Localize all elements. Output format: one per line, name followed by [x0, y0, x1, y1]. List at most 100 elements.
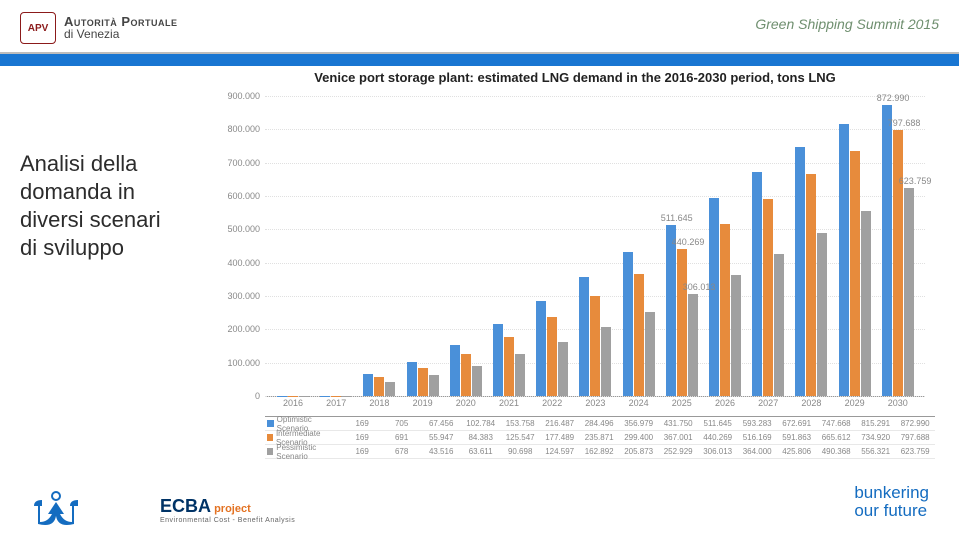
x-tick-label: 2020	[456, 398, 476, 408]
x-tick-label: 2028	[801, 398, 821, 408]
table-row: Optimistic Scenario16970567.456102.78415…	[265, 417, 935, 431]
x-tick-label: 2023	[585, 398, 605, 408]
y-tick-label: 500.000	[210, 224, 260, 234]
bar	[299, 396, 309, 397]
bunkering-l2: our future	[854, 502, 929, 520]
bar	[461, 354, 471, 396]
data-callout: 623.759	[899, 176, 932, 186]
bar	[817, 233, 827, 396]
bar	[429, 375, 439, 396]
bar	[645, 312, 655, 396]
bar	[342, 396, 352, 397]
table-cell: 252.929	[658, 447, 698, 456]
table-cell: 153.758	[500, 419, 540, 428]
table-cell: 216.487	[540, 419, 580, 428]
table-cell: 591.863	[777, 433, 817, 442]
bar	[515, 354, 525, 396]
header: APV Autorità Portuale di Venezia Green S…	[20, 8, 939, 52]
bar	[320, 396, 330, 397]
y-tick-label: 600.000	[210, 191, 260, 201]
apv-logo-text: Autorità Portuale di Venezia	[64, 15, 178, 41]
table-cell: 169	[342, 433, 382, 442]
footer: ECBA project Environmental Cost - Benefi…	[30, 476, 929, 526]
table-cell: 169	[342, 447, 382, 456]
bar	[795, 147, 805, 396]
chart-container: Venice port storage plant: estimated LNG…	[210, 70, 940, 421]
y-tick-label: 400.000	[210, 258, 260, 268]
table-cell: 705	[382, 419, 422, 428]
table-cell: 67.456	[421, 419, 461, 428]
ecba-logo: ECBA project Environmental Cost - Benefi…	[160, 496, 295, 524]
y-tick-label: 200.000	[210, 324, 260, 334]
table-cell: 815.291	[856, 419, 896, 428]
bar	[763, 199, 773, 396]
bar	[731, 275, 741, 396]
table-cell: 102.784	[461, 419, 501, 428]
y-tick-label: 100.000	[210, 358, 260, 368]
left-line: Analisi della	[20, 150, 200, 178]
bar	[677, 249, 687, 396]
data-callout: 797.688	[888, 118, 921, 128]
bar	[806, 174, 816, 396]
data-table: Optimistic Scenario16970567.456102.78415…	[265, 416, 935, 459]
table-cell: 490.368	[816, 447, 856, 456]
left-line: diversi scenari	[20, 206, 200, 234]
table-cell: 125.547	[500, 433, 540, 442]
table-cell: 665.612	[816, 433, 856, 442]
table-cell: 367.001	[658, 433, 698, 442]
bar	[590, 296, 600, 396]
table-cell: 162.892	[579, 447, 619, 456]
bar	[331, 396, 341, 397]
table-cell: 556.321	[856, 447, 896, 456]
accent-bar	[0, 52, 959, 66]
left-title-block: Analisi della domanda in diversi scenari…	[20, 150, 200, 262]
apv-logo: APV Autorità Portuale di Venezia	[20, 12, 178, 44]
y-tick-label: 0	[210, 391, 260, 401]
table-cell: 511.645	[698, 419, 738, 428]
table-cell: 797.688	[895, 433, 935, 442]
bar	[536, 301, 546, 396]
x-tick-label: 2025	[672, 398, 692, 408]
table-cell: 55.947	[421, 433, 461, 442]
bar	[634, 274, 644, 396]
table-cell: 516.169	[737, 433, 777, 442]
bar	[709, 198, 719, 396]
data-callout: 511.645	[661, 213, 693, 223]
table-cell: 431.750	[658, 419, 698, 428]
table-cell: 593.283	[737, 419, 777, 428]
table-cell: 235.871	[579, 433, 619, 442]
x-tick-label: 2016	[283, 398, 303, 408]
x-tick-label: 2026	[715, 398, 735, 408]
table-cell: 177.489	[540, 433, 580, 442]
x-tick-label: 2017	[326, 398, 346, 408]
bar	[385, 382, 395, 397]
bar	[720, 224, 730, 396]
y-tick-label: 800.000	[210, 124, 260, 134]
bar	[504, 337, 514, 396]
y-tick-label: 700.000	[210, 158, 260, 168]
x-tick-label: 2019	[413, 398, 433, 408]
ecba-main: ECBA	[160, 496, 211, 516]
bunkering-logo: bunkering our future	[854, 484, 929, 520]
ecba-project: project	[214, 503, 251, 515]
table-cell: 672.691	[777, 419, 817, 428]
table-cell: 440.269	[698, 433, 738, 442]
bunkering-l1: bunkering	[854, 484, 929, 502]
table-cell: 623.759	[895, 447, 935, 456]
bar	[363, 374, 373, 396]
table-cell: 872.990	[895, 419, 935, 428]
x-tick-label: 2029	[845, 398, 865, 408]
table-cell: 43.516	[421, 447, 461, 456]
table-cell: 169	[342, 419, 382, 428]
left-line: domanda in	[20, 178, 200, 206]
y-tick-label: 300.000	[210, 291, 260, 301]
x-tick-label: 2018	[369, 398, 389, 408]
legend-swatch	[267, 448, 273, 455]
left-line: di sviluppo	[20, 234, 200, 262]
bar	[893, 130, 903, 396]
bar	[288, 396, 298, 397]
bar	[558, 342, 568, 396]
bar	[666, 225, 676, 396]
bar	[472, 366, 482, 396]
table-cell: 364.000	[737, 447, 777, 456]
